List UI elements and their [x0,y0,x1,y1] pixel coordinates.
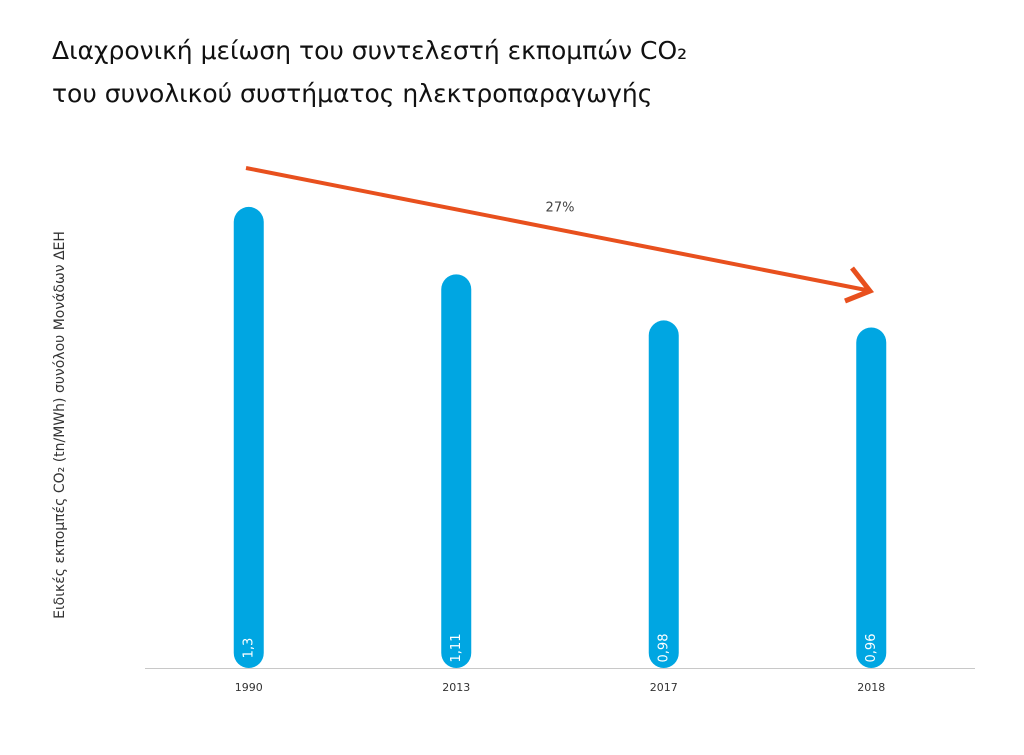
annotation: 27% [546,201,575,216]
bar [856,327,887,668]
x-tick-label: 2017 [650,681,678,694]
value-label: 1,3 [241,638,256,659]
value-label: 1,11 [449,634,464,663]
value-label: 0,98 [656,634,671,663]
bar [648,320,679,668]
trend-arrow [245,166,875,304]
x-tick-label: 2013 [442,681,470,694]
value-label: 0,96 [864,634,879,663]
bar [441,274,472,668]
bar [233,206,264,668]
chart-title-line: του συνολικού συστήματος ηλεκτροπαραγωγή… [52,79,652,108]
x-tick-label: 1990 [235,681,263,694]
chart-title-line: Διαχρονική μείωση του συντελεστή εκπομπώ… [52,36,687,65]
y-axis-label: Ειδικές εκπομπές CO₂ (tn/MWh) συνόλου Μο… [52,231,68,619]
x-tick-label: 2018 [857,681,885,694]
